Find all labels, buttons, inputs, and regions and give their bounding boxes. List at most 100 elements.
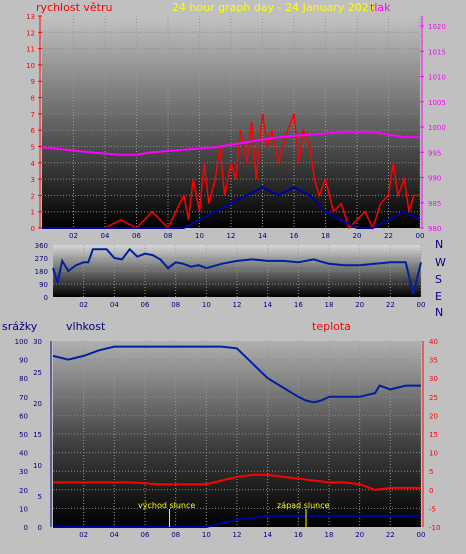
wind-y-tick: 0 <box>31 225 35 233</box>
temperature-y-tick: 20 <box>429 412 438 420</box>
pressure-y-tick: 995 <box>428 149 441 157</box>
direction-y-tick: 90 <box>39 281 48 289</box>
direction-x-tick: 08 <box>171 301 180 309</box>
wind-x-tick: 16 <box>290 232 299 240</box>
temperature-y-tick: 5 <box>429 468 433 476</box>
rain-y-tick: 50 <box>19 431 28 439</box>
temperature-y-tick: 30 <box>429 375 438 383</box>
rain-y-tick: 90 <box>19 357 28 365</box>
direction-x-tick: 12 <box>233 301 242 309</box>
rain-y-tick: 30 <box>19 468 28 476</box>
humidity-x-tick: 02 <box>79 531 88 539</box>
pressure-y-tick: 990 <box>428 175 441 183</box>
chart-title: 24 hour graph day - 24 January 2021 <box>172 1 376 14</box>
direction-x-tick: 14 <box>263 301 272 309</box>
wind-y-tick: 11 <box>26 46 35 54</box>
wind-y-tick: 4 <box>31 160 36 168</box>
sunset-label: západ slunce <box>277 501 330 510</box>
compass-label-e: E <box>435 290 442 303</box>
humidity-x-tick: 06 <box>141 531 150 539</box>
gridlines <box>42 16 422 527</box>
wind-x-tick: 12 <box>227 232 236 240</box>
wind-x-tick: 08 <box>164 232 173 240</box>
wind-x-tick: 02 <box>69 232 78 240</box>
humidity-x-tick: 12 <box>233 531 242 539</box>
wind-y-tick: 7 <box>31 111 35 119</box>
rain-y-tick: 0 <box>24 524 28 532</box>
temperature-y-tick: -10 <box>429 524 440 532</box>
sunrise-label: východ slunce <box>138 501 195 510</box>
humidity-y-tick: 15 <box>33 431 42 439</box>
series-lines <box>41 113 422 528</box>
compass-label-n2: N <box>435 306 443 319</box>
wind-y-tick: 3 <box>31 176 35 184</box>
rain-y-tick: 40 <box>19 450 28 458</box>
humidity-y-tick: 30 <box>33 338 42 346</box>
wind-x-tick: 22 <box>384 232 393 240</box>
temperature-y-tick: 15 <box>429 431 438 439</box>
humidity-y-tick: 20 <box>33 400 42 408</box>
humidity-axis-title: vlhkost <box>66 320 106 333</box>
temperature-line <box>53 473 421 491</box>
wind-x-tick: 18 <box>321 232 330 240</box>
rain-line <box>53 514 421 528</box>
direction-x-tick: 20 <box>355 301 364 309</box>
humidity-y-tick: 25 <box>33 369 42 377</box>
wind-y-tick: 1 <box>31 209 35 217</box>
rain-y-tick: 20 <box>19 487 28 495</box>
direction-x-tick: 02 <box>79 301 88 309</box>
sun-markers <box>169 509 307 527</box>
direction-x-tick: 22 <box>386 301 395 309</box>
pressure-axis-title: tlak <box>370 1 391 14</box>
wind-axis-title: rychlost větru <box>36 1 112 14</box>
temperature-y-tick: 40 <box>429 338 438 346</box>
wind-x-tick: 06 <box>132 232 141 240</box>
wind-x-tick: 14 <box>258 232 267 240</box>
humidity-y-tick: 0 <box>38 524 42 532</box>
humidity-y-tick: 10 <box>33 462 42 470</box>
humidity-x-tick: 14 <box>263 531 272 539</box>
direction-x-tick: 00 <box>417 301 426 309</box>
direction-x-tick: 04 <box>110 301 119 309</box>
temperature-axis-title: teplota <box>312 320 351 333</box>
humidity-x-tick: 00 <box>417 531 426 539</box>
wind-y-tick: 13 <box>26 13 35 21</box>
direction-y-tick: 270 <box>35 255 48 263</box>
temperature-y-tick: 0 <box>429 487 433 495</box>
direction-x-tick: 18 <box>325 301 334 309</box>
direction-x-tick: 06 <box>141 301 150 309</box>
wind-x-tick: 04 <box>101 232 110 240</box>
humidity-x-tick: 08 <box>171 531 180 539</box>
direction-y-tick: 360 <box>35 242 48 250</box>
rain-y-tick: 10 <box>19 505 28 513</box>
humidity-x-tick: 22 <box>386 531 395 539</box>
humidity-x-tick: 10 <box>202 531 211 539</box>
humidity-x-tick: 04 <box>110 531 119 539</box>
pressure-y-tick: 1010 <box>428 74 446 82</box>
rain-axis-title: srážky <box>2 320 38 333</box>
pressure-line <box>41 131 420 156</box>
wind-y-tick: 2 <box>31 192 35 200</box>
humidity-x-tick: 16 <box>294 531 303 539</box>
wind-y-tick: 10 <box>26 62 35 70</box>
wind-y-tick: 12 <box>26 29 35 37</box>
pressure-y-tick: 1005 <box>428 99 446 107</box>
rain-y-tick: 100 <box>15 338 28 346</box>
humidity-x-tick: 18 <box>325 531 334 539</box>
wind-x-tick: 00 <box>416 232 425 240</box>
wind-x-tick: 10 <box>195 232 204 240</box>
wind-direction-line <box>52 247 422 295</box>
rain-y-tick: 80 <box>19 375 28 383</box>
direction-y-tick: 0 <box>44 294 48 302</box>
humidity-line <box>52 345 421 404</box>
wind-y-tick: 6 <box>31 127 36 135</box>
pressure-y-tick: 980 <box>428 225 441 233</box>
wind-gust-line <box>42 113 420 231</box>
humidity-y-tick: 5 <box>38 493 42 501</box>
compass-label-n1: N <box>435 238 443 251</box>
pressure-y-tick: 1020 <box>428 23 446 31</box>
wind-y-tick: 8 <box>31 95 35 103</box>
rain-y-tick: 60 <box>19 412 28 420</box>
